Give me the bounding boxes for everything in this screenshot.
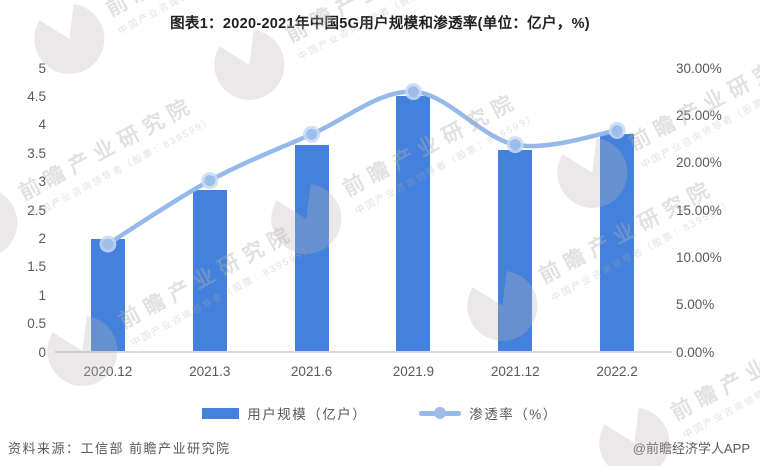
penetration-line — [105, 89, 620, 247]
x-axis-label-2021.6: 2021.6 — [290, 364, 333, 379]
right-axis-tick-label: 20.00% — [676, 155, 722, 171]
line-marker-2021.12 — [509, 139, 521, 151]
right-axis-tick-label: 5.00% — [676, 297, 715, 313]
right-axis-tick-label: 10.00% — [676, 249, 722, 265]
bar-2021.3 — [192, 190, 227, 352]
chart-title: 图表1：2020-2021年中国5G用户规模和渗透率(单位：亿户，%) — [170, 16, 590, 32]
line-marker-2021.6 — [306, 128, 318, 140]
watermark-main-text: 前瞻产业研究院 — [625, 42, 760, 156]
watermark-sub-text: 中国产业咨询领导者（股票：839599） — [29, 115, 216, 222]
bar-2021.6 — [294, 144, 329, 352]
left-axis-tick-label: 1 — [38, 287, 46, 303]
x-axis-line — [55, 351, 672, 353]
legend-item-line: 渗透率（%） — [419, 403, 558, 423]
legend-line-swatch — [419, 407, 462, 419]
right-axis-tick-label: 15.00% — [676, 202, 722, 218]
left-axis-tick-label: 3 — [38, 174, 46, 190]
line-marker-2021.3 — [204, 175, 216, 187]
watermark-texts: 前瞻产业研究院中国产业咨询领导者（股票：839599） — [623, 34, 760, 171]
left-axis-tick-label: 2.5 — [27, 202, 46, 218]
x-axis-label-2020.12: 2020.12 — [83, 364, 133, 379]
x-axis-label-2022.2: 2022.2 — [596, 364, 638, 379]
x-axis-label-2021.9: 2021.9 — [392, 364, 435, 379]
watermark-main-text: 前瞻产业研究院 — [339, 88, 524, 202]
bar-2021.12 — [498, 150, 533, 352]
left-axis-tick-label: 3.5 — [27, 145, 46, 161]
pie-logo-icon — [0, 175, 30, 271]
x-axis-label-2021.3: 2021.3 — [189, 364, 231, 379]
bar-2021.9 — [396, 96, 431, 352]
bar-2022.2 — [600, 133, 635, 352]
left-axis-tick-label: 1.5 — [27, 259, 46, 275]
source-text: 资料来源：工信部 前瞻产业研究院 — [8, 441, 231, 456]
legend-bar-swatch — [202, 407, 240, 419]
line-marker-halo — [201, 172, 219, 190]
left-axis-tick-label: 5 — [38, 60, 46, 76]
left-axis-tick-label: 0 — [38, 344, 46, 360]
right-axis-tick-label: 25.00% — [676, 107, 722, 123]
legend-bar-label: 用户规模（亿户） — [247, 407, 368, 422]
bar-2020.12 — [90, 238, 125, 352]
watermark-texts: 前瞻产业研究院中国产业咨询领导者（股票：839599） — [533, 167, 735, 304]
right-axis-tick-label: 30.00% — [676, 60, 722, 76]
right-axis-tick-label: 0.00% — [676, 344, 715, 360]
legend-item-bar: 用户规模（亿户） — [202, 403, 367, 423]
line-marker-halo — [303, 125, 321, 143]
x-axis-label-2021.12: 2021.12 — [490, 364, 540, 379]
left-axis-tick-label: 2 — [38, 230, 46, 246]
legend: 用户规模（亿户） 渗透率（%） — [0, 401, 760, 425]
legend-line-dot — [434, 407, 447, 419]
credit-text: @前瞻经济学人APP — [632, 441, 750, 456]
legend-line-label: 渗透率（%） — [469, 407, 558, 422]
left-axis-tick-label: 4.5 — [27, 88, 46, 104]
left-axis-tick-label: 0.5 — [27, 316, 46, 332]
left-axis-tick-label: 4 — [38, 117, 46, 133]
